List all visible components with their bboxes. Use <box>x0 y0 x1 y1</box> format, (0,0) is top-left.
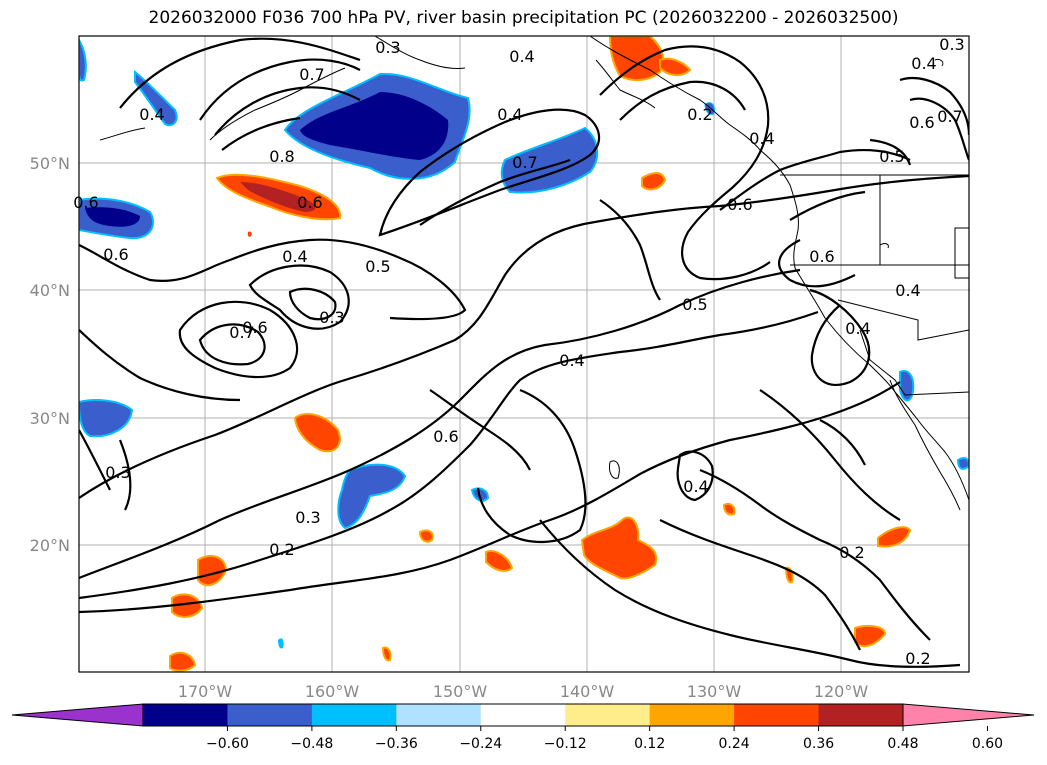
colorbar-tick-label: 0.48 <box>887 736 918 752</box>
colorbar-tick-label: 0.24 <box>719 736 750 752</box>
lat-labels: 50°N 40°N 30°N 20°N <box>30 154 70 555</box>
colorbar-tick-label: −0.24 <box>459 736 502 752</box>
colorbar-tick-label: 0.60 <box>972 736 1003 752</box>
precip-shading <box>79 36 969 672</box>
colorbar-segment <box>227 704 313 726</box>
contour-label: 0.6 <box>727 195 752 214</box>
contour-label: 0.8 <box>269 147 294 166</box>
contour-label: 0.6 <box>73 193 98 212</box>
lon-tick-label: 160°W <box>305 682 360 701</box>
contour-label: 0.3 <box>939 35 964 54</box>
colorbar-tick-label: 0.36 <box>803 736 834 752</box>
contour-label: 0.5 <box>682 295 707 314</box>
colorbar-segment <box>649 704 735 726</box>
contour-label: 0.7 <box>229 323 254 342</box>
contour-label: 0.6 <box>242 318 267 337</box>
colorbar-segment <box>818 704 904 726</box>
colorbar-tick-label: −0.36 <box>375 736 418 752</box>
contour-label: 0.2 <box>839 543 864 562</box>
colorbar-segment <box>396 704 482 726</box>
pos-anomaly-subtropical-central <box>580 516 658 580</box>
colorbar-segment <box>143 704 228 726</box>
lon-tick-label: 170°W <box>178 682 233 701</box>
pv-contours <box>79 37 969 668</box>
lon-tick-label: 120°W <box>814 682 869 701</box>
contour-label: 0.7 <box>937 107 962 126</box>
lat-tick-label: 20°N <box>30 536 70 555</box>
contour-label: 0.2 <box>687 105 712 124</box>
contour-labels: 0.3 0.7 0.4 0.4 0.8 0.4 0.6 0.6 0.4 0.5 … <box>73 35 964 668</box>
lat-tick-label: 50°N <box>30 154 70 173</box>
contour-label: 0.2 <box>269 540 294 559</box>
colorbar-segment <box>734 704 820 726</box>
contour-label: 0.4 <box>683 477 708 496</box>
coastlines <box>99 36 969 511</box>
colorbar-tick-label: −0.12 <box>544 736 587 752</box>
colorbar: −0.60 −0.48 −0.36 −0.24 −0.12 0.12 0.24 0.36 0.4… <box>11 703 1035 752</box>
map-frame <box>78 35 970 673</box>
contour-label: 0.3 <box>375 38 400 57</box>
colorbar-segment <box>565 704 651 726</box>
colorbar-extend-low <box>11 703 144 727</box>
contour-label: 0.4 <box>911 54 936 73</box>
colorbar-segment <box>311 704 397 726</box>
contour-label: 0.4 <box>845 319 870 338</box>
contour-label: 0.3 <box>105 463 130 482</box>
contour-label: 0.4 <box>509 47 534 66</box>
contour-label: 0.3 <box>319 308 344 327</box>
contour-label: 0.4 <box>139 105 164 124</box>
lon-tick-label: 130°W <box>687 682 742 701</box>
contour-label: 0.4 <box>282 247 307 266</box>
contour-label: 0.4 <box>895 281 920 300</box>
lon-labels: 170°W 160°W 150°W 140°W 130°W 120°W <box>178 682 869 701</box>
contour-label: 0.5 <box>879 147 904 166</box>
contour-label: 0.3 <box>295 508 320 527</box>
contour-label: 0.6 <box>909 113 934 132</box>
contour-label: 0.6 <box>433 427 458 446</box>
neg-anomaly-east <box>500 126 599 194</box>
contour-label: 0.4 <box>559 351 584 370</box>
contour-label: 0.7 <box>512 153 537 172</box>
colorbar-frame <box>142 703 904 727</box>
lat-tick-label: 30°N <box>30 409 70 428</box>
contour-label: 0.5 <box>365 257 390 276</box>
colorbar-extend-high <box>902 703 1035 727</box>
contour-label: 0.7 <box>299 65 324 84</box>
contour-label: 0.4 <box>497 105 522 124</box>
lon-tick-label: 150°W <box>433 682 488 701</box>
colorbar-tick-label: −0.48 <box>290 736 333 752</box>
map-title: 2026032000 F036 700 hPa PV, river basin … <box>148 8 899 28</box>
neg-anomaly-subtropics <box>79 399 134 438</box>
lat-tick-label: 40°N <box>30 281 70 300</box>
colorbar-tick-label: 0.12 <box>634 736 665 752</box>
neg-anomaly-hawaii <box>337 463 407 530</box>
contour-label: 0.6 <box>103 245 128 264</box>
lon-tick-label: 140°W <box>560 682 615 701</box>
contour-label: 0.6 <box>297 193 322 212</box>
pos-anomaly-bc <box>608 36 665 82</box>
contour-label: 0.4 <box>749 129 774 148</box>
colorbar-segment <box>480 704 566 726</box>
contour-label: 0.2 <box>905 649 930 668</box>
colorbar-tick-label: −0.60 <box>206 736 249 752</box>
contour-label: 0.6 <box>809 247 834 266</box>
